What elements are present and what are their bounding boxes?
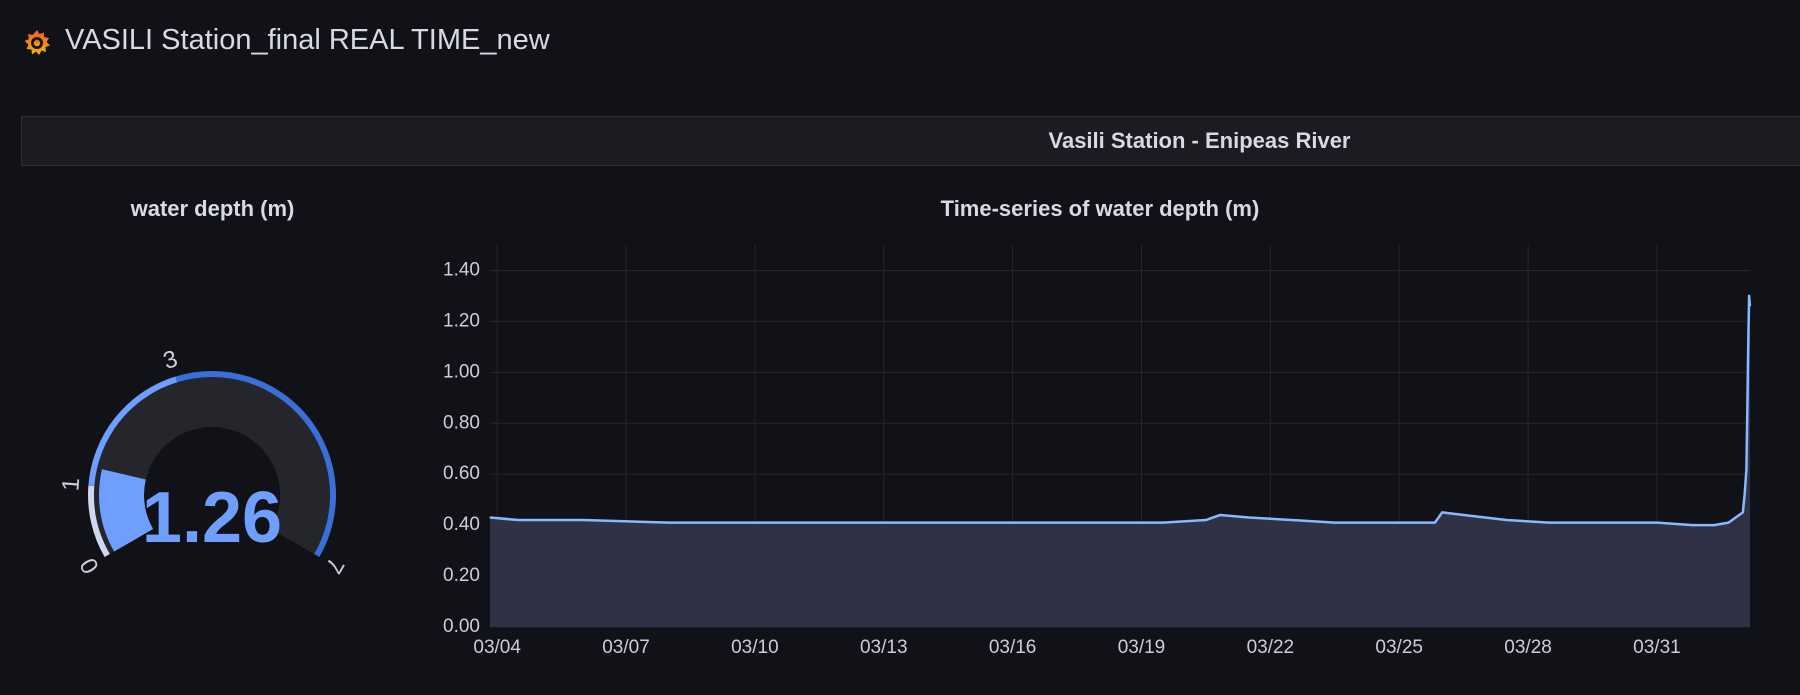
gauge-value-arc (99, 469, 154, 552)
series-line (489, 294, 1752, 527)
series-point (1012, 521, 1014, 524)
dashboard-title[interactable]: VASILI Station_final REAL TIME_new (65, 24, 550, 56)
y-tick-label: 1.20 (443, 310, 480, 331)
dashboard-header: VASILI Station_final REAL TIME_new (0, 0, 1800, 90)
series-point (1748, 295, 1750, 297)
gauge-threshold-label: 1 (57, 477, 85, 492)
grafana-logo-icon[interactable] (22, 28, 52, 58)
x-tick-label: 03/28 (1504, 637, 1552, 658)
gauge-threshold-label: 3 (160, 345, 181, 375)
y-tick-label: 0.20 (443, 565, 480, 586)
series-point (1205, 519, 1207, 521)
gauge-panel-title[interactable]: water depth (m) (130, 196, 295, 221)
series-point (754, 521, 756, 524)
series-point (1613, 521, 1615, 524)
series-point (1727, 521, 1730, 524)
x-tick-label: 03/04 (473, 637, 521, 658)
y-tick-label: 0.80 (443, 412, 480, 433)
y-tick-label: 0.00 (443, 616, 480, 637)
series-point (1548, 521, 1551, 524)
y-tick-label: 1.40 (443, 259, 480, 280)
x-tick-label: 03/25 (1375, 637, 1423, 658)
y-tick-label: 1.00 (443, 361, 480, 382)
series-point (489, 516, 491, 519)
gauge-panel: water depth (m) 0 1 3 7 1.26 (0, 180, 425, 695)
x-tick-label: 03/16 (989, 637, 1037, 658)
series-point (1463, 514, 1465, 516)
x-tick-label: 03/19 (1118, 637, 1166, 658)
series-point (1097, 521, 1100, 524)
gauge-threshold-band (87, 485, 110, 557)
series-point (1398, 521, 1400, 524)
series-point (1746, 409, 1748, 412)
x-tick-label: 03/13 (860, 637, 908, 658)
x-tick-label: 03/07 (602, 637, 650, 658)
series-point (668, 521, 670, 524)
series-point (1713, 524, 1715, 526)
series-point (1334, 521, 1336, 524)
gauge-threshold-label: 7 (319, 553, 349, 578)
series-point (926, 521, 928, 524)
series-point (1434, 521, 1436, 524)
gauge-track (94, 377, 330, 554)
series-point (1656, 521, 1658, 524)
y-tick-label: 0.40 (443, 514, 480, 535)
series-point (1692, 524, 1694, 526)
timeseries-panel: Time-series of water depth (m) 0.00 0.20 0… (425, 180, 1800, 695)
gauge-threshold-label: 0 (75, 553, 105, 578)
series-point (518, 519, 520, 521)
series-point (1747, 346, 1749, 348)
x-tick-label: 03/31 (1633, 637, 1681, 658)
series-point (840, 521, 842, 524)
series-point (582, 519, 584, 521)
row-header[interactable]: Vasili Station - Enipeas River (21, 116, 1800, 166)
y-tick-label: 0.60 (443, 463, 480, 484)
series-point (1248, 516, 1250, 519)
series-point (1745, 468, 1748, 470)
series-point (1742, 511, 1744, 513)
gauge-chart: 0 1 3 7 1.26 (57, 345, 349, 578)
x-tick-label: 03/10 (731, 637, 779, 658)
series-point (1749, 305, 1751, 307)
gauge-threshold-band (88, 376, 178, 487)
series-point (1441, 511, 1443, 513)
series-point (1219, 514, 1221, 516)
timeseries-chart[interactable]: 0.00 0.20 0.40 0.60 0.80 1.00 1.20 1.40 03/04 03… (425, 245, 1800, 695)
series-point (1162, 521, 1164, 524)
row-title[interactable]: Vasili Station - Enipeas River (1048, 128, 1351, 153)
series-point (1744, 493, 1746, 496)
series-area-fill (490, 295, 1750, 627)
timeseries-panel-title[interactable]: Time-series of water depth (m) (940, 196, 1260, 221)
series-point (1291, 519, 1293, 521)
gauge-value-text: 1.26 (142, 478, 282, 558)
x-tick-label: 03/22 (1247, 637, 1295, 658)
series-point (1505, 519, 1508, 521)
